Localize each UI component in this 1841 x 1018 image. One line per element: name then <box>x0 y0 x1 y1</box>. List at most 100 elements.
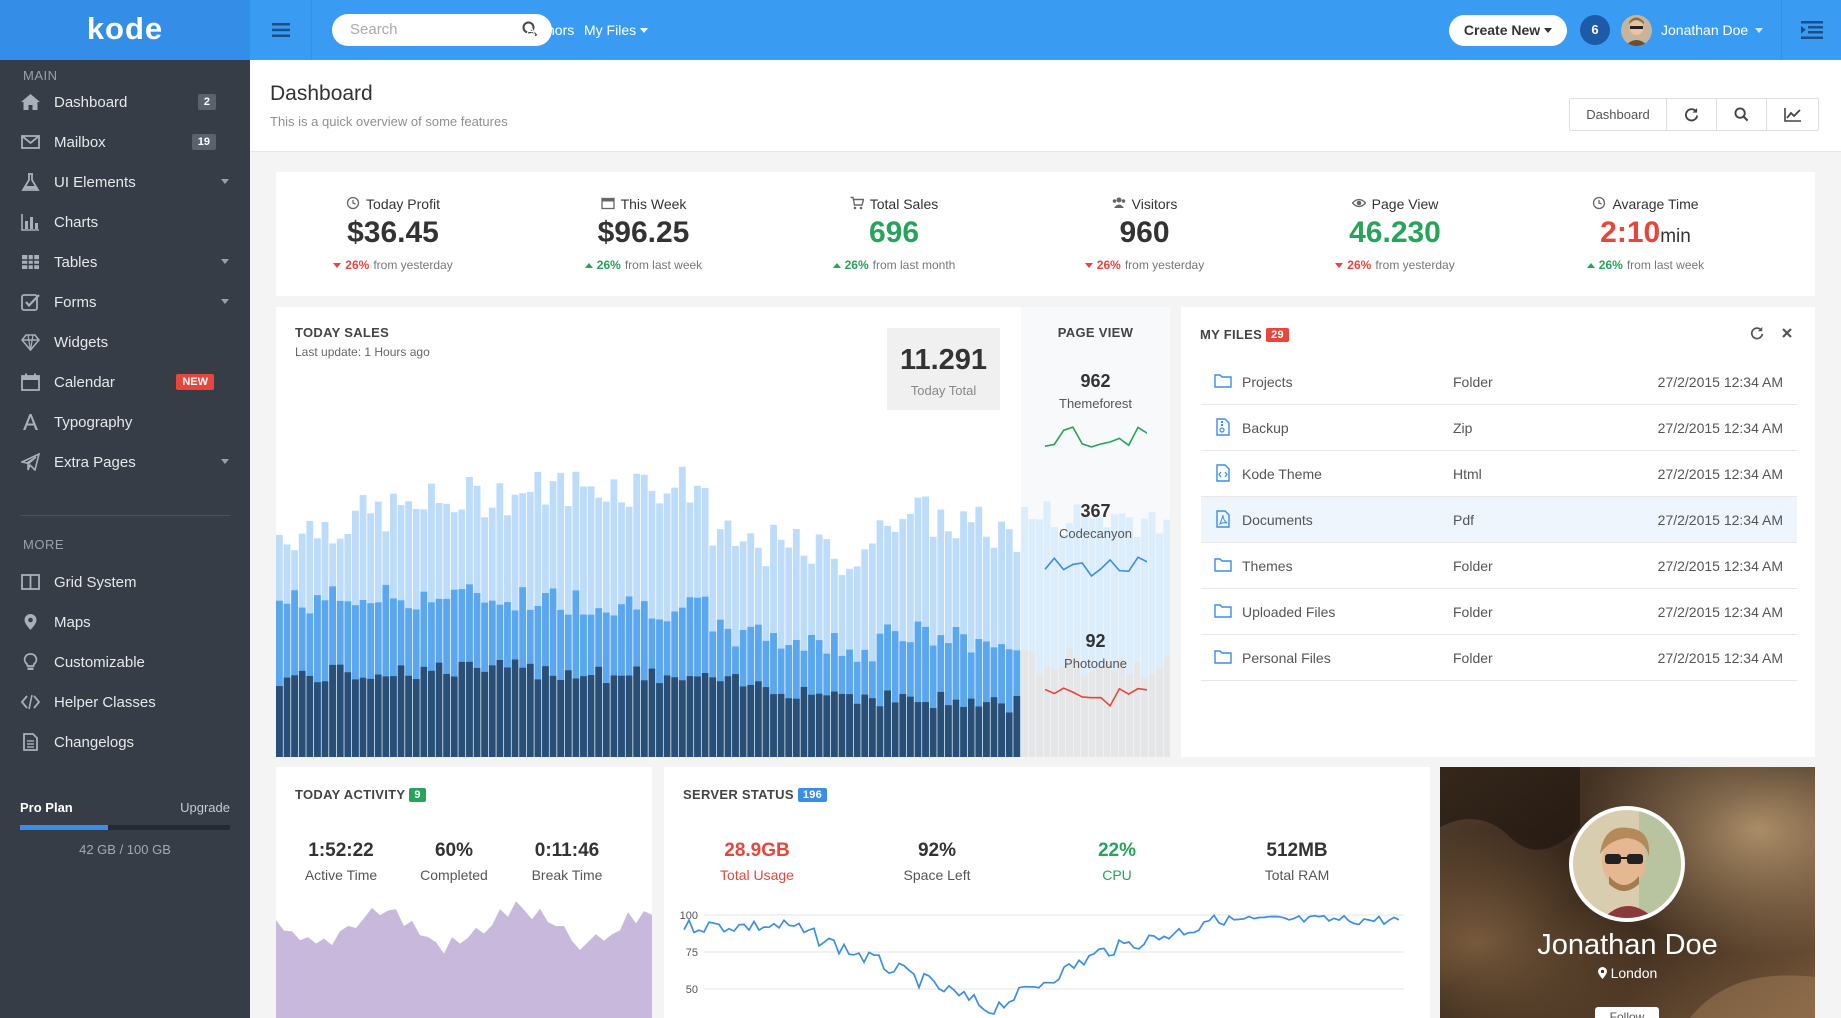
map-marker-icon <box>21 613 40 631</box>
page-view-bar-top <box>1156 533 1163 757</box>
caret-down-icon <box>1755 28 1764 33</box>
sidebar-item-helper-classes[interactable]: Helper Classes <box>0 682 250 722</box>
sales-bar-bottom <box>906 696 914 757</box>
stat-change: 26% from yesterday <box>1045 258 1245 272</box>
sidebar-item-charts[interactable]: Charts <box>0 202 250 242</box>
chevron-down-icon <box>221 459 229 464</box>
file-type: Folder <box>1453 374 1493 390</box>
user-menu[interactable]: Jonathan Doe <box>1661 22 1764 38</box>
file-row[interactable]: Documents Pdf 27/2/2015 12:34 AM <box>1201 497 1797 543</box>
activity-area <box>276 901 652 1018</box>
server-metric: 512MB Total RAM <box>1237 840 1357 883</box>
file-row[interactable]: Kode Theme Html 27/2/2015 12:34 AM <box>1201 451 1797 497</box>
sidebar-item-ui-elements[interactable]: UI Elements <box>0 162 250 202</box>
sidebar-item-changelogs[interactable]: Changelogs <box>0 722 250 762</box>
sales-bar-bottom <box>815 693 823 757</box>
close-icon[interactable] <box>1781 327 1793 339</box>
page-view-bar-bottom <box>1036 674 1043 757</box>
sales-bar-bottom <box>306 675 314 757</box>
file-row[interactable]: Uploaded Files Folder 27/2/2015 12:34 AM <box>1201 589 1797 635</box>
stat-value-row: 46.230 <box>1295 216 1495 252</box>
follow-button[interactable]: Follow <box>1595 1007 1659 1018</box>
page-view-value: 367 <box>1080 501 1111 521</box>
file-type: Folder <box>1453 604 1493 620</box>
page-view-bar-bottom <box>1126 674 1133 757</box>
nav-link-authors[interactable]: Authors <box>526 22 575 38</box>
brand-logo[interactable]: kode <box>0 0 250 60</box>
file-row[interactable]: Personal Files Folder 27/2/2015 12:34 AM <box>1201 635 1797 681</box>
sales-bar-top <box>868 543 876 757</box>
file-row[interactable]: Themes Folder 27/2/2015 12:34 AM <box>1201 543 1797 589</box>
upgrade-link[interactable]: Upgrade <box>180 800 230 815</box>
sales-bar-top <box>823 539 831 757</box>
notification-badge[interactable]: 6 <box>1580 15 1610 45</box>
sales-bar-bottom <box>808 694 815 757</box>
sales-bar-bottom <box>747 684 755 757</box>
caret-up-icon <box>584 263 593 268</box>
sidebar-item-dashboard[interactable]: Dashboard 2 <box>0 82 250 122</box>
nav-link-my-files[interactable]: My Files <box>584 22 649 38</box>
sales-bar-bottom <box>830 691 838 757</box>
refresh-button[interactable] <box>1666 99 1716 130</box>
caret-down-icon <box>1084 263 1093 268</box>
sales-bar-bottom <box>846 694 853 757</box>
profile-name: Jonathan Doe <box>1537 929 1718 961</box>
sidebar-item-extra-pages[interactable]: Extra Pages <box>0 442 250 482</box>
sales-bar-bottom <box>633 666 641 757</box>
sidebar-item-label: Tables <box>54 253 98 271</box>
nav-link-files[interactable]: Files <box>486 22 516 38</box>
sales-bar-top <box>777 539 785 757</box>
dashboard-button[interactable]: Dashboard <box>1586 107 1650 122</box>
y-tick-label: 50 <box>686 984 698 996</box>
activity-metric-value: 0:11:46 <box>534 840 600 861</box>
sidebar-item-mailbox[interactable]: Mailbox 19 <box>0 122 250 162</box>
columns-icon <box>21 573 40 591</box>
sidebar-item-maps[interactable]: Maps <box>0 602 250 642</box>
stat-change-value: 26% <box>1598 258 1623 272</box>
sales-bar-bottom <box>298 670 306 757</box>
sidebar-item-customizable[interactable]: Customizable <box>0 642 250 682</box>
sales-bar-mid <box>944 643 952 757</box>
sidebar-item-forms[interactable]: Forms <box>0 282 250 322</box>
sidebar-item-tables[interactable]: Tables <box>0 242 250 282</box>
file-type: Zip <box>1453 420 1473 436</box>
sidebar-item-typography[interactable]: Typography <box>0 402 250 442</box>
stat-change-value: 26% <box>596 258 621 272</box>
search-icon[interactable] <box>522 21 538 37</box>
sales-bar-top <box>975 506 983 757</box>
stat-value-row: $36.45 <box>293 216 493 252</box>
page-view-bar-top <box>1118 513 1126 757</box>
page-view-bar-top <box>1133 536 1141 757</box>
search-input[interactable] <box>350 21 510 38</box>
sidebar-item-label: UI Elements <box>54 173 136 191</box>
sales-bar-mid <box>792 639 800 757</box>
file-type: Html <box>1453 466 1482 482</box>
sales-bar-bottom <box>975 706 983 757</box>
file-row[interactable]: Backup Zip 27/2/2015 12:34 AM <box>1201 405 1797 451</box>
sidebar-item-grid-system[interactable]: Grid System <box>0 562 250 602</box>
stat-visitors: Visitors 960 26% from yesterday <box>1045 172 1245 272</box>
sidebar-divider <box>20 515 230 516</box>
create-new-button[interactable]: Create New <box>1449 15 1567 46</box>
page-view-bar-top <box>1028 519 1036 757</box>
sales-bar-bottom <box>291 675 299 757</box>
menu-toggle-button[interactable] <box>250 0 312 60</box>
search-button[interactable] <box>1716 99 1766 130</box>
file-row[interactable]: Projects Folder 27/2/2015 12:34 AM <box>1201 359 1797 405</box>
stats-button[interactable] <box>1766 99 1818 130</box>
sales-bar-mid <box>382 584 390 757</box>
avatar[interactable] <box>1621 15 1652 46</box>
page-view-bar-top <box>1066 523 1073 757</box>
side-panel-toggle[interactable] <box>1781 0 1841 60</box>
plan-progress-bar <box>20 825 230 830</box>
sales-bar-mid <box>914 621 922 757</box>
sales-bar-bottom <box>428 670 435 757</box>
refresh-icon[interactable] <box>1750 326 1764 340</box>
today-activity-title: TODAY ACTIVITY 9 <box>295 787 426 802</box>
page-view-bar-top <box>1126 517 1133 757</box>
sidebar-item-widgets[interactable]: Widgets <box>0 322 250 362</box>
sales-bar-bottom <box>716 681 724 757</box>
page-view-bar-top <box>1043 501 1051 757</box>
sidebar-item-calendar[interactable]: Calendar NEW <box>0 362 250 402</box>
stat-today-profit: Today Profit $36.45 26% from yesterday <box>293 172 493 272</box>
